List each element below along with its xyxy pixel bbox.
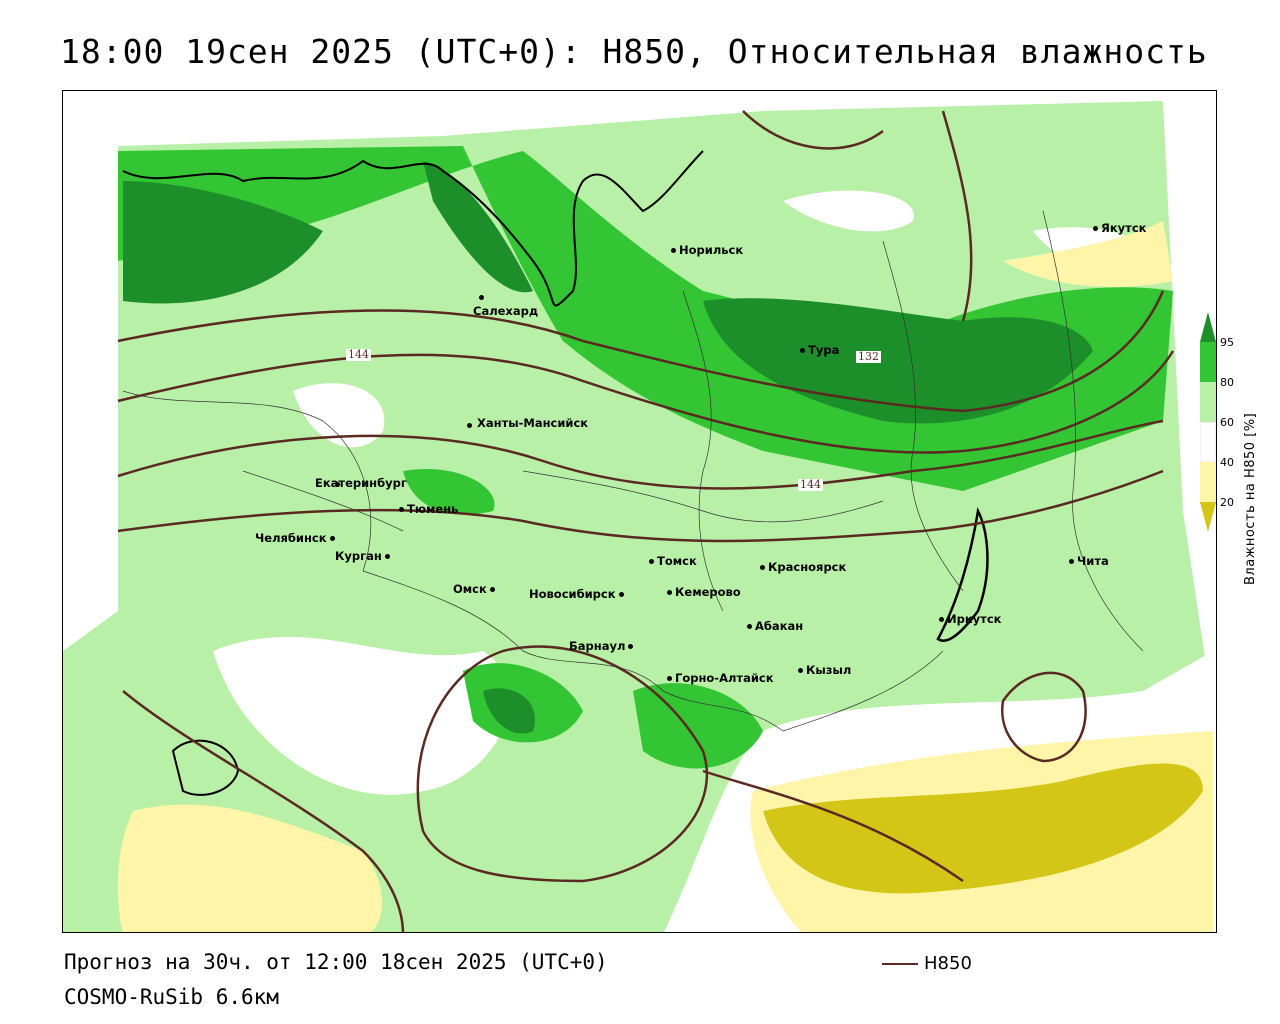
city-abakan: Абакан xyxy=(747,619,803,633)
colorbar-tick: 95 xyxy=(1220,336,1234,349)
humid-zone xyxy=(403,469,495,515)
map-area[interactable]: 144 132 144 Якутск Норильск Салехард Тур… xyxy=(62,90,1217,933)
very-dry-zone xyxy=(1003,221,1173,287)
city-tura: Тура xyxy=(800,343,839,357)
city-chita: Чита xyxy=(1069,554,1109,568)
city-kyzyl: Кызыл xyxy=(798,663,851,677)
h850-contours xyxy=(117,110,1175,932)
contour-legend-line xyxy=(882,963,918,965)
dry-zone xyxy=(213,636,510,795)
contour-label: 144 xyxy=(346,348,371,361)
region-borders xyxy=(122,210,1144,732)
city-gorno-altaysk: Горно-Алтайск xyxy=(667,671,774,685)
colorbar-tick: 60 xyxy=(1220,416,1234,429)
city-kemerovo: Кемерово xyxy=(667,585,741,599)
saturated-zone xyxy=(703,298,1093,424)
colorbar-tick: 20 xyxy=(1220,496,1234,509)
colorbar-40-60 xyxy=(1200,421,1216,463)
coastline xyxy=(122,150,704,307)
city-norilsk: Норильск xyxy=(671,243,743,257)
page-title: 18:00 19сен 2025 (UTC+0): H850, Относите… xyxy=(60,32,1208,71)
colorbar-tick: 80 xyxy=(1220,376,1234,389)
contour-label: 144 xyxy=(798,478,823,491)
colorbar-gt95 xyxy=(1200,312,1216,342)
colorbar-svg xyxy=(1200,312,1216,532)
city-kurgan: Курган xyxy=(335,549,393,563)
colorbar-60-80 xyxy=(1200,382,1216,422)
colorbar-tick: 40 xyxy=(1220,456,1234,469)
saturated-zone xyxy=(483,688,535,734)
city-yekaterinburg-label: Екатеринбург xyxy=(315,476,407,490)
colorbar-80-95 xyxy=(1200,342,1216,382)
humidity-map xyxy=(63,101,1213,932)
humid-zone xyxy=(633,683,763,769)
colorbar-lt20 xyxy=(1200,502,1216,532)
colorbar-title: Влажность на H850 [%] xyxy=(1243,412,1258,585)
city-salekhard xyxy=(479,290,487,304)
city-omsk: Омск xyxy=(453,582,498,596)
city-yakutsk: Якутск xyxy=(1093,221,1146,235)
city-tyumen: Тюмень xyxy=(399,502,458,516)
city-chelyabinsk: Челябинск xyxy=(255,531,338,545)
colorbar-20-40 xyxy=(1200,462,1216,502)
city-khanty-mansiysk xyxy=(467,418,475,432)
city-yekaterinburg xyxy=(335,477,343,491)
very-dry-zone xyxy=(117,804,382,932)
model-name: COSMO-RuSib 6.6км xyxy=(64,985,279,1009)
city-salekhard-label: Салехард xyxy=(473,304,539,318)
forecast-info: Прогноз на 30ч. от 12:00 18сен 2025 (UTC… xyxy=(64,950,608,974)
city-khanty-mansiysk-label: Ханты-Мансийск xyxy=(477,416,589,430)
contour-legend-label: H850 xyxy=(924,953,972,974)
saturated-zone xyxy=(423,161,533,293)
city-krasnoyarsk: Красноярск xyxy=(760,560,846,574)
saturated-zone xyxy=(123,181,323,304)
city-tomsk: Томск xyxy=(649,554,697,568)
dry-zone xyxy=(293,383,385,448)
city-barnaul: Барнаул xyxy=(569,639,636,653)
contour-label: 132 xyxy=(856,350,881,363)
very-dry-zone xyxy=(763,763,1203,894)
city-novosibirsk: Новосибирск xyxy=(529,587,627,601)
dry-zone xyxy=(783,190,914,232)
lake-baikal xyxy=(936,506,989,642)
city-irkutsk: Иркутск xyxy=(939,612,1001,626)
